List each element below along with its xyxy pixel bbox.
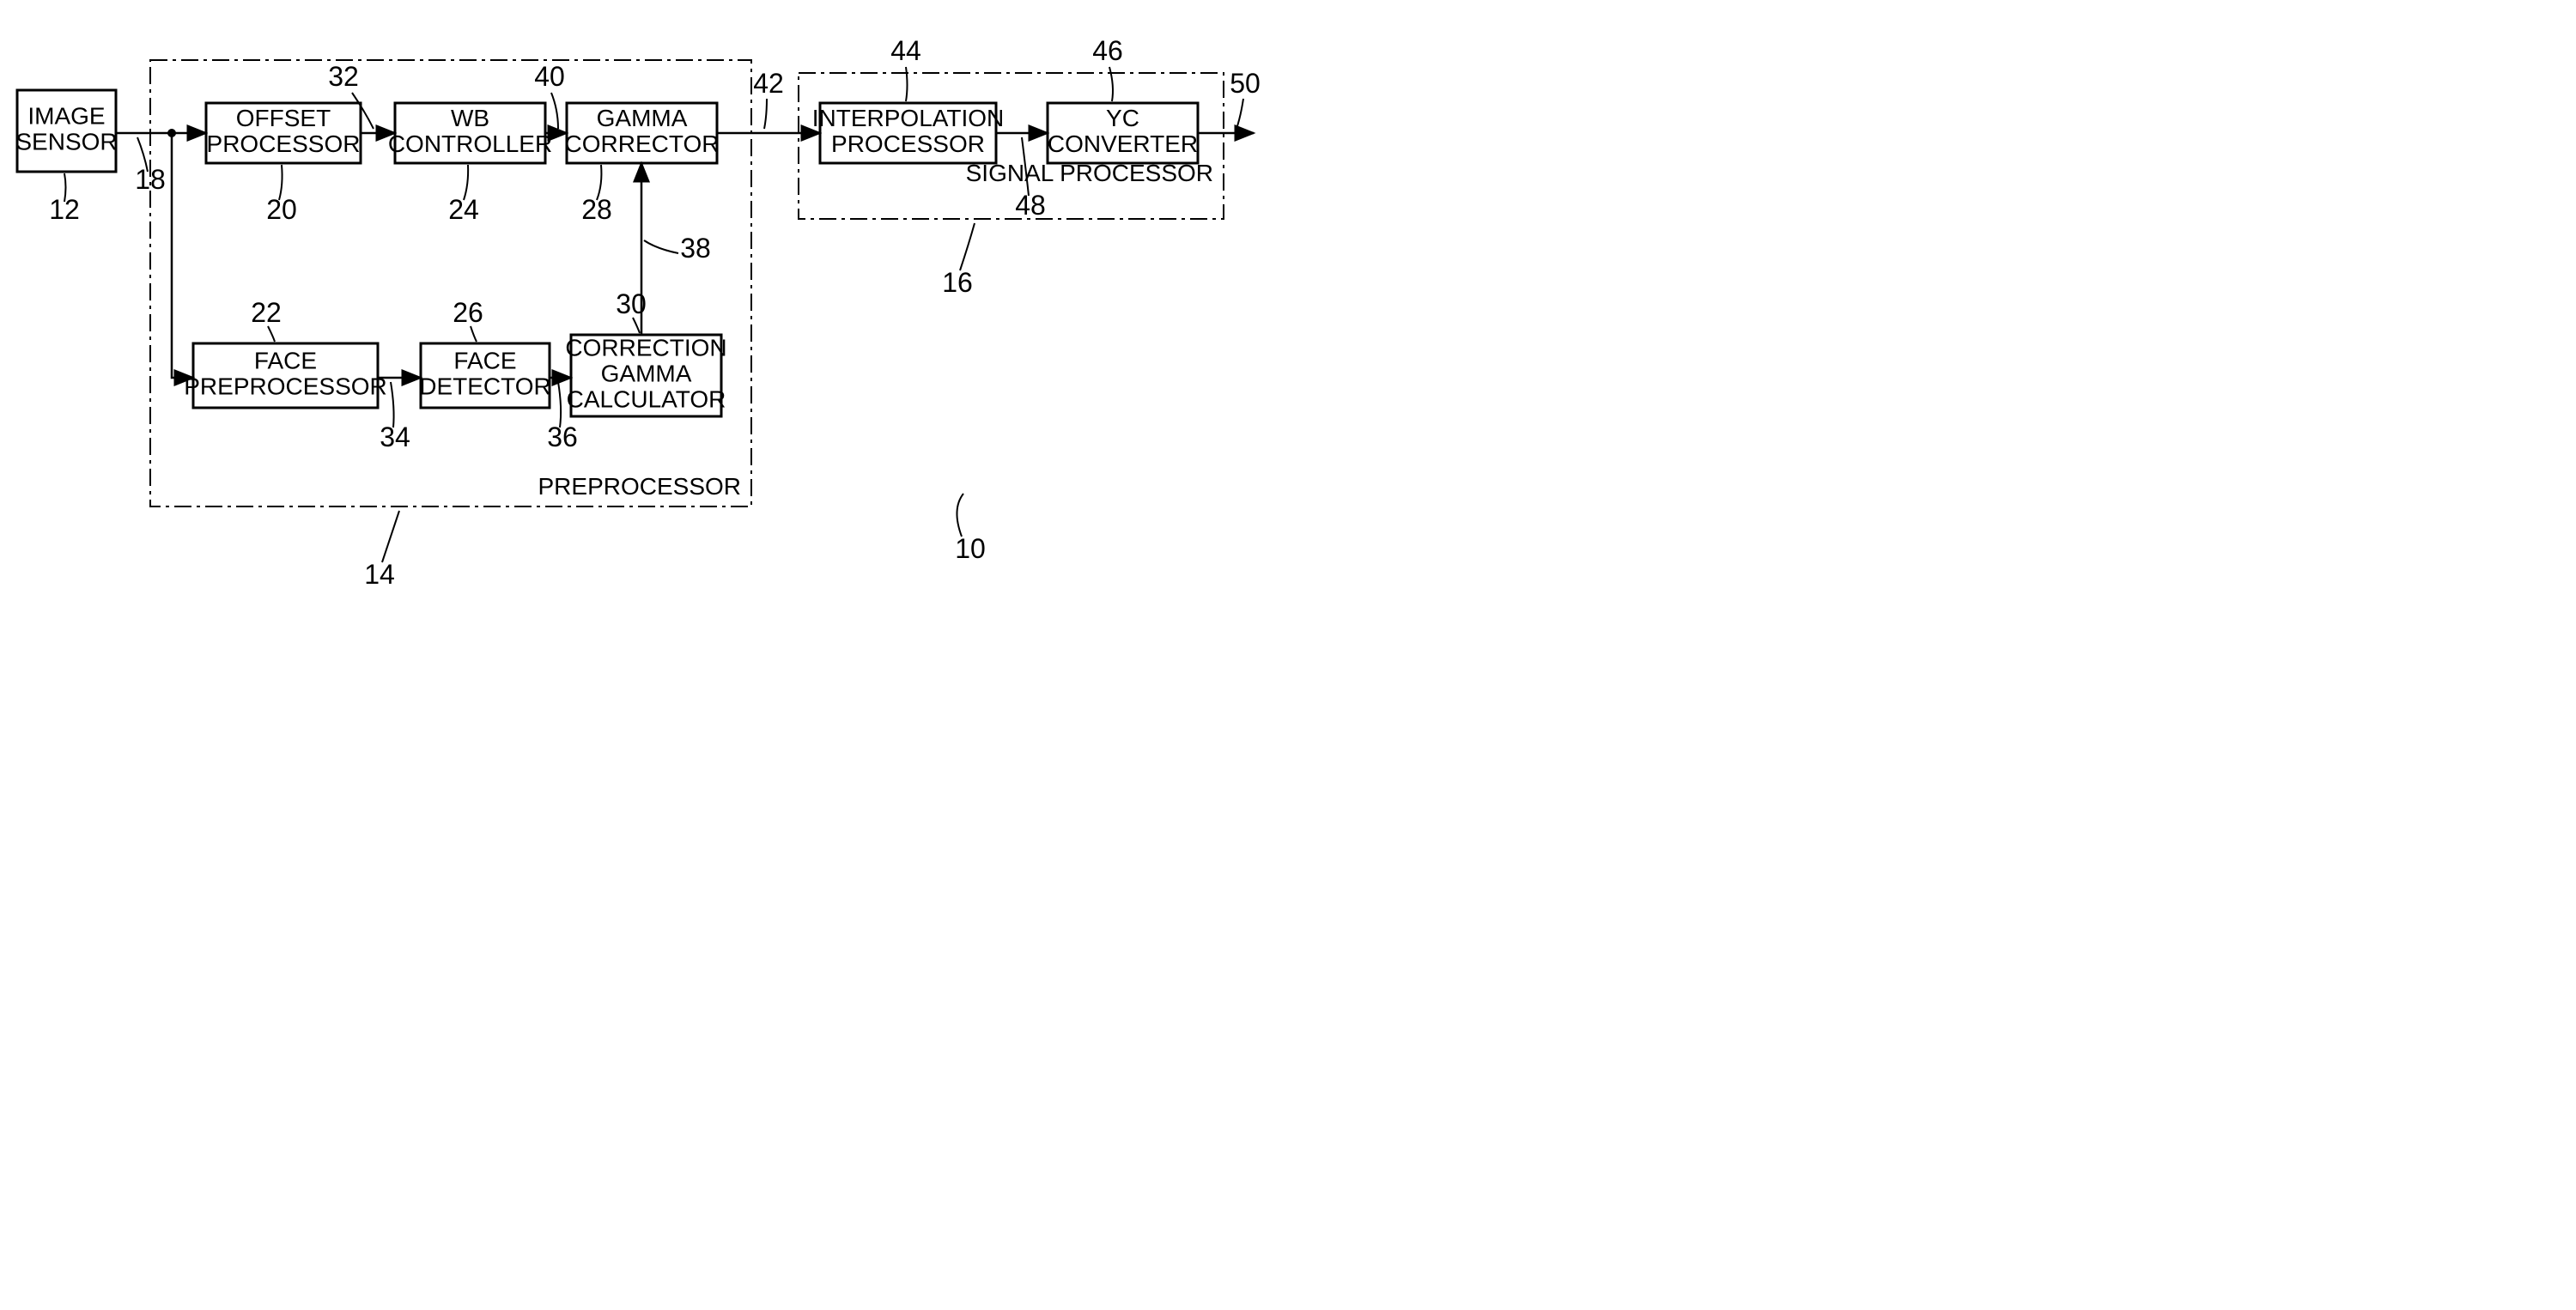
block-label-interp: INTERPOLATIONPROCESSOR <box>812 105 1005 157</box>
block-label-gamma_corr: GAMMACORRECTOR <box>565 105 720 157</box>
block-label-image_sensor: IMAGESENSOR <box>15 103 117 155</box>
ref-num-46: 46 <box>1092 35 1123 66</box>
ref-lead-14 <box>382 511 399 562</box>
ref-lead-30 <box>633 318 640 333</box>
ref-lead-40 <box>551 93 558 129</box>
ref-lead-38 <box>644 240 678 253</box>
block-label-offset: OFFSETPROCESSOR <box>207 105 361 157</box>
ref-num-16: 16 <box>942 267 973 298</box>
ref-num-50: 50 <box>1230 68 1261 99</box>
ref-num-22: 22 <box>251 297 282 328</box>
ref-num-24: 24 <box>448 194 479 225</box>
ref-num-30: 30 <box>616 288 647 319</box>
block-label-face_det: FACEDETECTOR <box>419 348 551 400</box>
ref-lead-26 <box>471 326 477 342</box>
block-diagram: IMAGESENSOR OFFSETPROCESSOR WBCONTROLLERGA… <box>0 0 1314 670</box>
ref-num-28: 28 <box>581 194 612 225</box>
ref-num-18: 18 <box>135 164 166 195</box>
region-label-preprocessor: PREPROCESSOR <box>538 473 742 500</box>
ref-num-26: 26 <box>453 297 483 328</box>
block-label-wb: WBCONTROLLER <box>388 105 552 157</box>
ref-lead-44 <box>906 67 908 101</box>
ref-num-36: 36 <box>547 422 578 452</box>
block-label-yc: YCCONVERTER <box>1048 105 1198 157</box>
region-label-signal-processor: SIGNAL PROCESSOR <box>966 160 1213 186</box>
ref-num-32: 32 <box>328 61 359 92</box>
block-label-face_pre: FACEPREPROCESSOR <box>184 348 387 400</box>
ref-num-42: 42 <box>753 68 784 99</box>
block-label-corr_calc: CORRECTIONGAMMACALCULATOR <box>565 335 726 413</box>
ref-lead-16 <box>960 223 975 270</box>
ref-lead-22 <box>268 326 275 342</box>
ref-num-20: 20 <box>266 194 297 225</box>
ref-num-44: 44 <box>890 35 921 66</box>
ref-num-14: 14 <box>364 559 395 590</box>
ref-num-48: 48 <box>1015 190 1046 221</box>
junction-0 <box>167 129 176 137</box>
ref-lead-10 <box>957 494 963 537</box>
ref-num-38: 38 <box>680 233 711 264</box>
ref-lead-42 <box>764 99 767 129</box>
ref-num-40: 40 <box>534 61 565 92</box>
ref-num-34: 34 <box>380 422 410 452</box>
arrow-6 <box>172 133 193 378</box>
ref-lead-50 <box>1236 99 1243 129</box>
ref-lead-32 <box>352 93 374 129</box>
ref-num-10: 10 <box>955 533 986 564</box>
ref-num-12: 12 <box>49 194 80 225</box>
